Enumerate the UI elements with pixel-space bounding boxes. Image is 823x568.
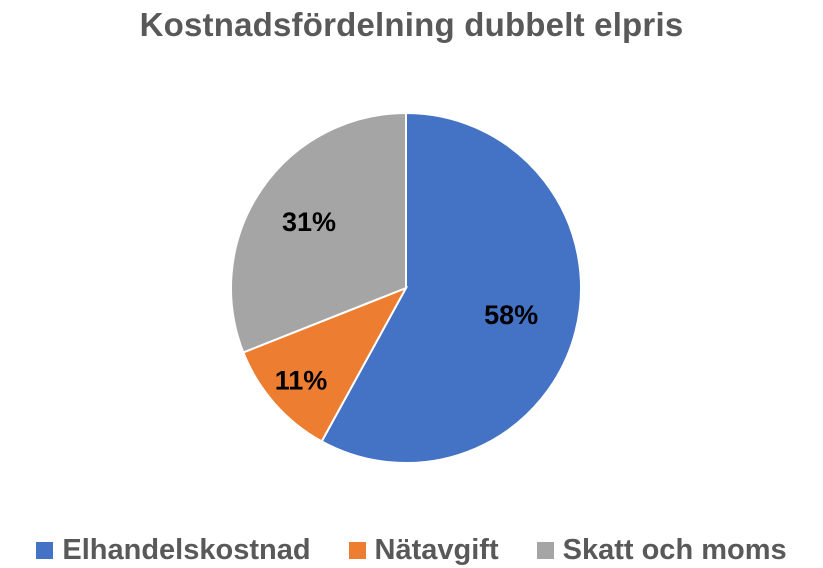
pie-slice-elhandelskostnad [320, 111, 582, 464]
legend-label-natavgift: Nätavgift [374, 534, 499, 566]
data-label-elhandelskostnad: 58% [484, 300, 538, 330]
data-label-skatt-och-moms: 31% [282, 207, 336, 237]
pie-slice-skatt-och-moms [230, 111, 407, 354]
chart-title: Kostnadsfördelning dubbelt elpris [139, 6, 684, 43]
legend-swatch-natavgift [348, 542, 366, 559]
legend-swatch-elhandelskostnad [36, 542, 54, 559]
chart-legend: Elhandelskostnad Nätavgift Skatt och moms [0, 533, 823, 568]
legend-item-natavgift: Nätavgift [348, 534, 499, 567]
legend-item-skatt-och-moms: Skatt och moms [536, 534, 787, 567]
data-label-natavgift: 11% [275, 366, 328, 396]
pie-slice-natavgift [241, 286, 409, 443]
legend-swatch-skatt-och-moms [536, 542, 554, 559]
legend-label-elhandelskostnad: Elhandelskostnad [62, 534, 311, 566]
legend-item-elhandelskostnad: Elhandelskostnad [36, 534, 311, 567]
legend-label-skatt-och-moms: Skatt och moms [562, 534, 787, 566]
